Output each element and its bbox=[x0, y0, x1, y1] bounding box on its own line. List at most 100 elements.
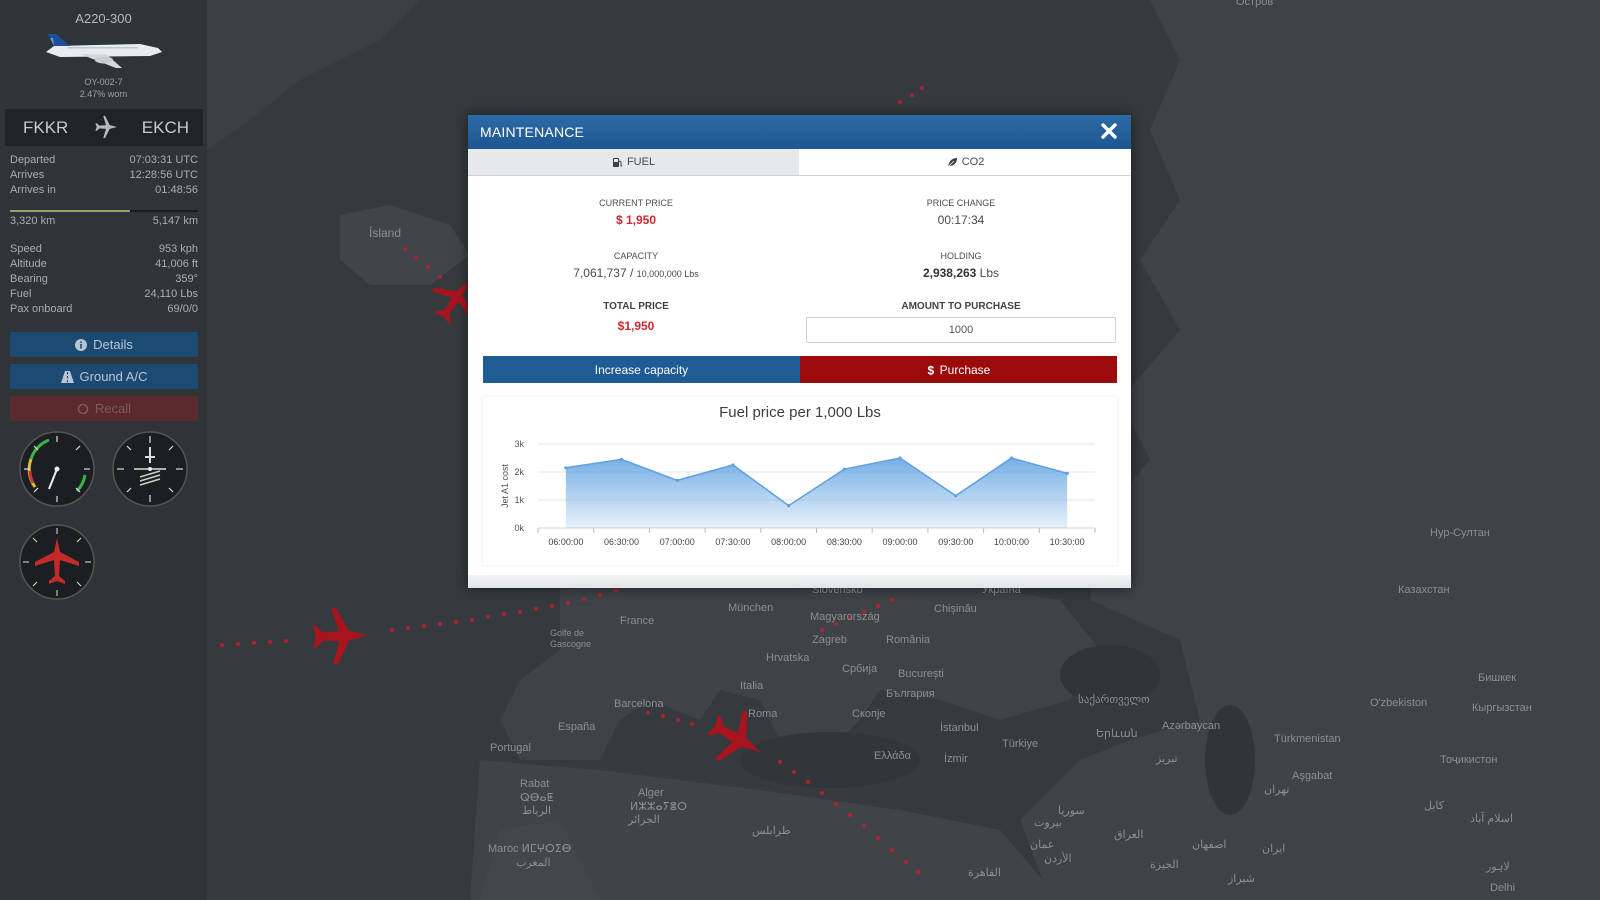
total-price-label: TOTAL PRICE bbox=[603, 301, 669, 312]
map-label: İzmir bbox=[944, 753, 968, 765]
map-label: بيروت bbox=[1034, 817, 1063, 829]
increase-capacity-button[interactable]: Increase capacity bbox=[483, 356, 800, 383]
map-label: القاهرة bbox=[968, 867, 1001, 879]
y-tick-label: 3k bbox=[514, 439, 524, 449]
road-icon bbox=[60, 370, 74, 383]
heading-gauge-icon bbox=[19, 524, 95, 600]
chart-title: Fuel price per 1,000 Lbs bbox=[719, 404, 881, 421]
map-label: Azərbaycan bbox=[1162, 720, 1221, 732]
modal-header: MAINTENANCE bbox=[468, 115, 1131, 149]
map-label: Golfe de Gascogne bbox=[550, 628, 592, 649]
tab-co2[interactable]: CO2 bbox=[800, 149, 1131, 175]
x-tick-label: 10:00:00 bbox=[994, 537, 1029, 547]
map-label: България bbox=[886, 688, 935, 700]
data-point bbox=[787, 504, 791, 508]
dollar-icon: $ bbox=[927, 364, 934, 376]
map-label: Aşgabat bbox=[1292, 770, 1333, 782]
flight-info-sidebar: A220-300 OY-002-7 2.47% worn FKKR EKCH D… bbox=[0, 0, 207, 900]
tab-fuel[interactable]: FUEL bbox=[468, 149, 799, 175]
y-tick-label: 2k bbox=[514, 467, 524, 477]
aircraft-registration: OY-002-7 bbox=[84, 77, 123, 87]
details-button[interactable]: Details bbox=[10, 332, 198, 357]
aircraft-image-icon bbox=[46, 34, 162, 68]
distance-flown: 3,320 km bbox=[10, 215, 56, 227]
map-label: ⵍⵣⵣⴰⵢⴻⵔ bbox=[630, 801, 687, 813]
data-point bbox=[898, 456, 902, 460]
fuel-pump-icon bbox=[612, 157, 622, 167]
map-label: اصفهان bbox=[1192, 839, 1227, 851]
x-tick-label: 06:00:00 bbox=[548, 537, 583, 547]
amount-to-purchase-label: AMOUNT TO PURCHASE bbox=[901, 301, 1021, 312]
modal-title: MAINTENANCE bbox=[480, 124, 585, 140]
flight-progress-bar bbox=[10, 210, 198, 212]
holding-label: HOLDING bbox=[940, 251, 982, 261]
map-label: Казахстан bbox=[1398, 584, 1450, 596]
total-price-value: $1,950 bbox=[617, 319, 655, 333]
y-tick-label: 0k bbox=[514, 523, 524, 533]
y-axis-label: Jet A1 cost bbox=[500, 463, 510, 508]
capacity-value: 7,061,737 / 10,000,000 Lbs bbox=[573, 266, 699, 280]
amount-to-purchase-input[interactable] bbox=[806, 317, 1116, 343]
data-point bbox=[564, 466, 568, 470]
aircraft-model: A220-300 bbox=[75, 11, 132, 26]
map-label: عمان bbox=[1030, 839, 1055, 851]
map-label: München bbox=[728, 602, 774, 614]
data-point bbox=[1009, 456, 1014, 460]
airspeed-gauge-icon bbox=[19, 431, 95, 507]
map-label: España bbox=[558, 721, 596, 733]
map-label: Delhi bbox=[1490, 882, 1516, 894]
map-label: سوريا bbox=[1058, 805, 1085, 817]
map-label: Hrvatska bbox=[766, 652, 810, 664]
info-icon bbox=[75, 338, 88, 351]
ground-aircraft-button[interactable]: Ground A/C bbox=[10, 364, 198, 389]
x-tick-label: 10:30:00 bbox=[1050, 537, 1085, 547]
x-tick-label: 07:30:00 bbox=[715, 537, 750, 547]
map-label: Türkiye bbox=[1002, 738, 1039, 750]
plane-icon bbox=[95, 115, 118, 139]
map-label: Нур-Султан bbox=[1430, 527, 1490, 539]
map-label: اسلام آباد bbox=[1470, 813, 1514, 825]
x-tick-label: 08:00:00 bbox=[771, 537, 806, 547]
purchase-button[interactable]: $ Purchase bbox=[800, 356, 1117, 383]
data-point bbox=[675, 478, 679, 482]
capacity-label: CAPACITY bbox=[613, 251, 659, 261]
map-label: Երևան bbox=[1096, 728, 1138, 740]
data-point bbox=[619, 457, 624, 461]
map-label: Rabat bbox=[520, 778, 550, 790]
modal-footer bbox=[468, 575, 1131, 588]
map-label: Magyarország bbox=[810, 611, 880, 623]
x-tick-label: 09:00:00 bbox=[883, 537, 918, 547]
price-change-label: PRICE CHANGE bbox=[926, 198, 996, 208]
leaf-icon bbox=[947, 157, 957, 167]
map-label: Кыргызстан bbox=[1472, 702, 1532, 714]
map-label: Alger bbox=[638, 787, 664, 799]
series-area bbox=[565, 458, 1068, 528]
series-line bbox=[565, 457, 1068, 507]
close-icon[interactable] bbox=[1099, 121, 1119, 141]
y-tick-label: 1k bbox=[514, 495, 524, 505]
flight-progress-fill bbox=[10, 210, 131, 212]
map-label: Србија bbox=[842, 663, 878, 675]
map-label: Italia bbox=[740, 680, 764, 692]
map-label: شیراز bbox=[1228, 873, 1255, 885]
map-label: المغرب bbox=[516, 857, 551, 869]
recall-button[interactable]: Recall bbox=[10, 396, 198, 421]
map-label: العراق bbox=[1114, 829, 1144, 841]
aircraft-wear: 2.47% worn bbox=[79, 89, 128, 99]
map-label: Тоҷикистон bbox=[1440, 754, 1498, 766]
route-destination: EKCH bbox=[141, 118, 189, 137]
map-label: Бишкек bbox=[1478, 672, 1517, 684]
map-label: Türkmenistan bbox=[1274, 733, 1341, 745]
route-bar: FKKR EKCH bbox=[5, 109, 203, 146]
map-label: ⵕⴱⴰⵟ bbox=[520, 792, 554, 804]
x-tick-label: 07:00:00 bbox=[660, 537, 695, 547]
data-point bbox=[1065, 471, 1069, 475]
current-price-label: CURRENT PRICE bbox=[599, 198, 673, 208]
map-label: საქართველო bbox=[1078, 694, 1150, 706]
map-label: Portugal bbox=[490, 742, 531, 754]
map-label: طرابلس bbox=[752, 825, 791, 837]
map-label: Скопје bbox=[852, 708, 886, 720]
map-label: الأردن bbox=[1044, 853, 1072, 865]
